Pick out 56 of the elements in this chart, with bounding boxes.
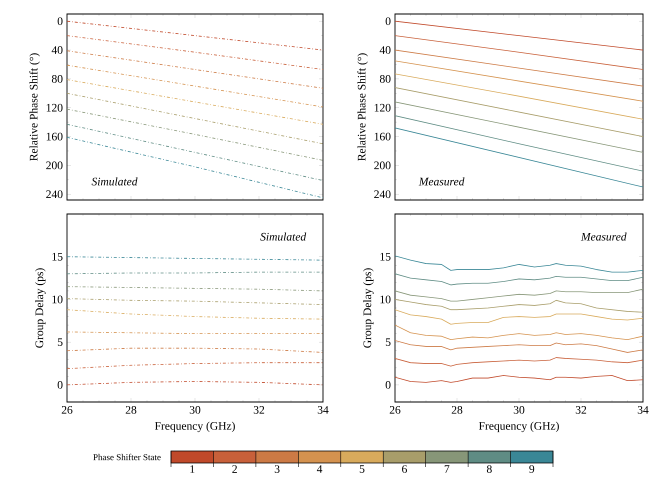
y-tick-label: 40: [380, 46, 391, 54]
y-tick-label: 15: [380, 252, 391, 261]
x-axis-title: Frequency (GHz): [154, 422, 235, 432]
y-tick-label: 160: [374, 132, 391, 140]
x-tick-label: 26: [62, 406, 72, 414]
y-tick-label: 15: [52, 252, 63, 261]
legend-label: 1: [190, 465, 194, 473]
x-tick-label: 30: [190, 406, 200, 414]
y-tick-label: 200: [46, 162, 63, 170]
line-series: [395, 357, 643, 367]
line-series: [67, 309, 323, 320]
y-tick-label: 0: [386, 381, 391, 389]
x-tick-label: 30: [514, 406, 524, 414]
annotation: Measured: [580, 232, 627, 241]
y-tick-label: 200: [374, 162, 391, 170]
y-tick-label: 80: [52, 75, 63, 83]
x-tick-label: 34: [638, 406, 649, 414]
y-tick-label: 0: [58, 17, 63, 26]
x-tick-label: 28: [126, 406, 136, 414]
y-tick-label: 160: [46, 132, 63, 140]
y-tick-label: 5: [386, 338, 391, 346]
x-tick-label: 34: [318, 406, 329, 414]
y-tick-label: 80: [380, 75, 391, 83]
line-series: [395, 375, 643, 383]
y-tick-label: 0: [386, 17, 391, 26]
y-tick-label: 10: [380, 296, 391, 304]
legend-label: 4: [316, 465, 322, 473]
y-tick-label: 120: [46, 104, 63, 112]
y-tick-label: 240: [46, 190, 63, 198]
annotation: Measured: [418, 177, 464, 186]
annotation: Simulated: [260, 232, 306, 241]
y-axis-title: Group Delay (ps): [363, 268, 374, 348]
annotation: Simulated: [92, 177, 138, 186]
x-tick-label: 28: [452, 406, 462, 414]
y-axis-title: Relative Phase Shift (°): [357, 53, 368, 161]
legend-label: 2: [232, 465, 237, 473]
legend-label: 5: [360, 465, 364, 473]
x-tick-label: 32: [576, 406, 586, 414]
y-tick-label: 120: [374, 104, 391, 112]
legend-title: Phase Shifter State: [93, 454, 161, 460]
y-tick-label: 10: [52, 296, 63, 304]
y-tick-label: 0: [58, 381, 63, 389]
y-tick-label: 5: [58, 338, 63, 346]
legend-label: 9: [529, 465, 534, 473]
legend-label: 3: [274, 465, 280, 473]
y-axis-title: Group Delay (ps): [35, 268, 46, 348]
x-axis-title: Frequency (GHz): [478, 422, 559, 432]
y-axis-title: Relative Phase Shift (°): [29, 53, 40, 161]
y-tick-label: 240: [374, 190, 391, 198]
line-series: [395, 324, 643, 340]
legend-label: 8: [486, 465, 492, 473]
x-tick-label: 26: [390, 406, 400, 414]
legend-label: 6: [402, 465, 407, 473]
x-tick-label: 32: [254, 406, 264, 414]
y-tick-label: 40: [52, 46, 63, 54]
legend-label: 7: [444, 465, 450, 473]
